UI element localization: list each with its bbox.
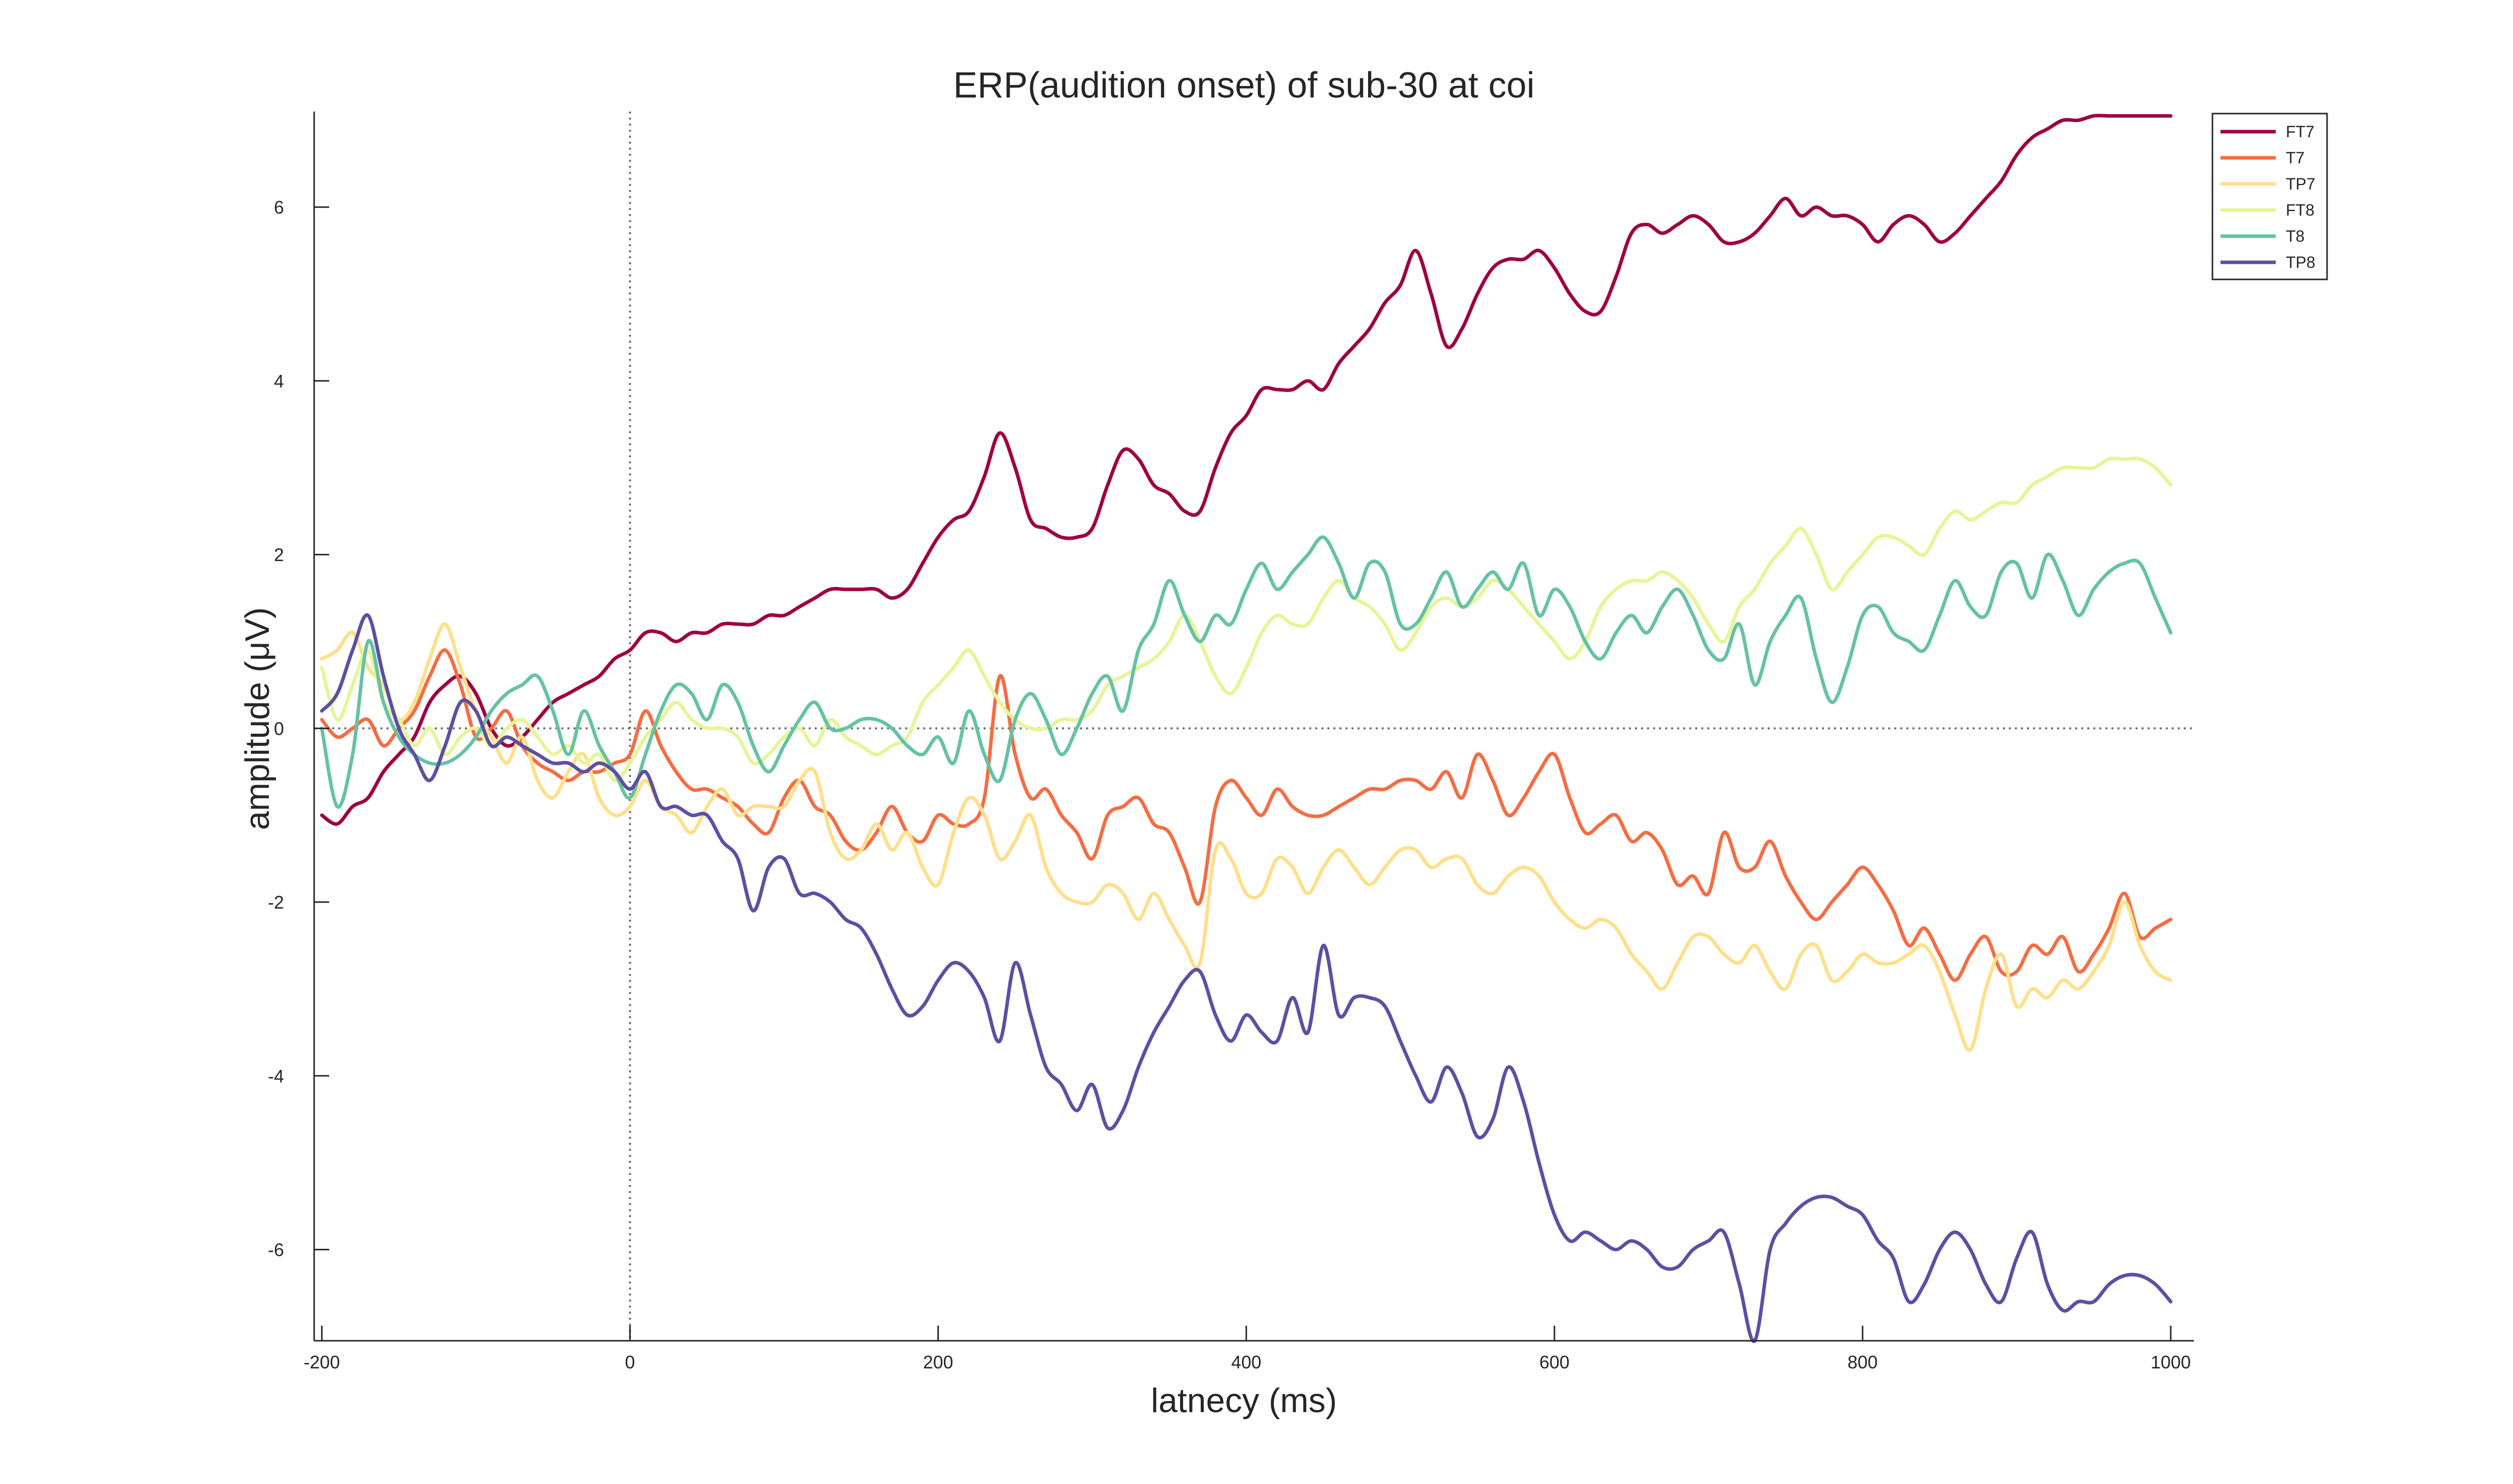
y-tick-label: 2 — [274, 545, 284, 565]
y-axis-label: amplitude (μV) — [238, 607, 276, 830]
y-tick-label: -2 — [268, 892, 284, 913]
legend-label-t8: T8 — [2286, 227, 2304, 245]
legend-box — [2211, 113, 2328, 280]
series-line-tp8 — [320, 613, 2173, 1343]
x-axis-label: latnecy (ms) — [1151, 1381, 1337, 1420]
x-axis: -200 0 200 400 600 800 1000 — [304, 1326, 2194, 1372]
y-tick-label: 6 — [274, 197, 284, 218]
legend-label-ft7: FT7 — [2286, 123, 2314, 141]
chart-title: ERP(audition onset) of sub-30 at coi — [953, 65, 1535, 106]
y-tick-label: 4 — [274, 371, 284, 391]
series-line-ft7 — [320, 114, 2173, 826]
x-tick-label: 600 — [1539, 1352, 1570, 1372]
legend-label-t7: T7 — [2286, 149, 2304, 167]
legend-label-tp8: TP8 — [2286, 253, 2315, 271]
x-tick-label: 800 — [1848, 1352, 1878, 1372]
y-tick-label: 0 — [274, 718, 284, 739]
x-tick-label: 0 — [625, 1352, 635, 1372]
series-line-t7 — [320, 648, 2173, 982]
y-tick-label: -6 — [268, 1239, 284, 1260]
reference-lines — [314, 112, 2194, 1341]
x-tick-label: -200 — [304, 1352, 340, 1372]
series-line-ft8 — [320, 456, 2173, 782]
series-line-tp7 — [320, 622, 2173, 1052]
legend-label-tp7: TP7 — [2286, 175, 2315, 193]
legend-label-ft8: FT8 — [2286, 201, 2314, 219]
series-line-t8 — [320, 535, 2173, 809]
y-ticks: -6 -4 -2 0 2 4 6 — [268, 197, 329, 1260]
y-axis: -6 -4 -2 0 2 4 6 — [268, 112, 329, 1341]
x-tick-label: 1000 — [2151, 1352, 2191, 1372]
x-tick-label: 200 — [923, 1352, 953, 1372]
series-lines — [320, 114, 2173, 1343]
x-tick-label: 400 — [1231, 1352, 1262, 1372]
legend: FT7 T7 TP7 FT8 T8 TP8 — [2211, 113, 2328, 280]
x-ticks: -200 0 200 400 600 800 1000 — [304, 1326, 2191, 1372]
y-tick-label: -4 — [268, 1066, 284, 1086]
